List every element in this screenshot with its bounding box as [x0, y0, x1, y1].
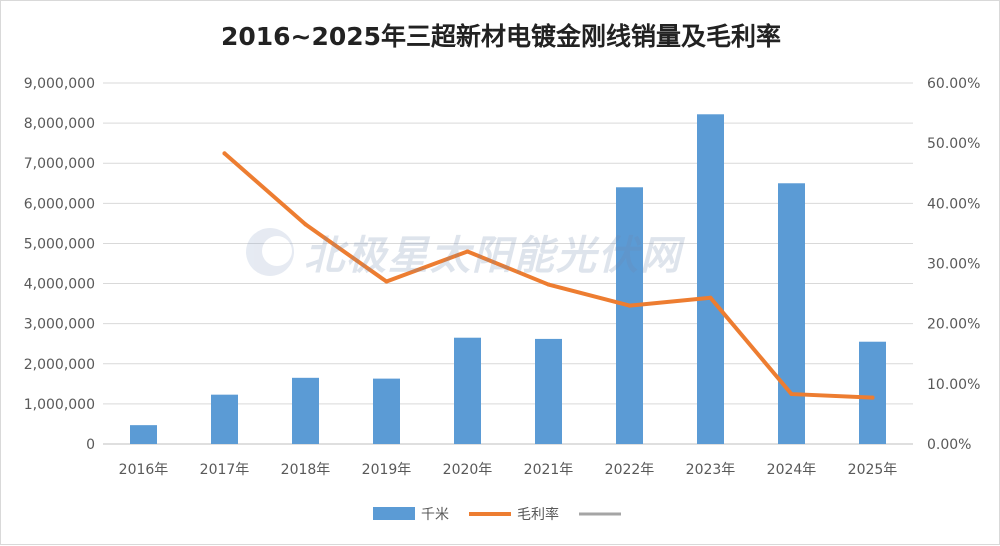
watermark: 北极星太阳能光伏网: [246, 223, 682, 281]
y-left-tick-label: 4,000,000: [24, 277, 95, 293]
x-tick-label: 2022年: [605, 462, 655, 478]
line-point: [222, 151, 227, 156]
y-right-tick-label: 0.00%: [927, 437, 971, 453]
y-left-tick-label: 7,000,000: [24, 156, 95, 172]
line-point: [546, 282, 551, 287]
legend-label: 千米: [421, 507, 449, 523]
line-point: [465, 249, 470, 254]
bar: [130, 425, 157, 444]
x-tick-label: 2016年: [119, 462, 169, 478]
x-tick-label: 2023年: [686, 462, 736, 478]
bar: [373, 378, 400, 444]
y-right-tick-label: 60.00%: [927, 76, 980, 92]
y-left-tick-label: 0: [86, 437, 95, 453]
bar: [778, 183, 805, 444]
x-tick-label: 2019年: [362, 462, 412, 478]
y-left-tick-label: 1,000,000: [24, 397, 95, 413]
y-left-tick-label: 3,000,000: [24, 317, 95, 333]
y-right-tick-label: 40.00%: [927, 196, 980, 212]
y-right-tick-label: 20.00%: [927, 317, 980, 333]
chart-title: 2016~2025年三超新材电镀金刚线销量及毛利率: [220, 22, 782, 51]
y-left-tick-label: 6,000,000: [24, 196, 95, 212]
y-left-tick-label: 8,000,000: [24, 116, 95, 132]
legend-swatch-bar: [373, 507, 415, 520]
bar: [454, 337, 481, 444]
line-point: [384, 279, 389, 284]
x-tick-label: 2018年: [281, 462, 331, 478]
line-point: [708, 295, 713, 300]
bar: [211, 394, 238, 444]
bar: [535, 338, 562, 444]
line-point: [627, 303, 632, 308]
y-right-tick-label: 50.00%: [927, 136, 980, 152]
bar: [697, 114, 724, 444]
y-left-tick-label: 9,000,000: [24, 76, 95, 92]
line-point: [789, 392, 794, 397]
x-tick-label: 2017年: [200, 462, 250, 478]
x-tick-label: 2021年: [524, 462, 574, 478]
y-left-tick-label: 5,000,000: [24, 236, 95, 252]
watermark-text: 北极星太阳能光伏网: [304, 233, 682, 279]
y-right-tick-label: 30.00%: [927, 257, 980, 273]
line-point: [303, 222, 308, 227]
bar: [616, 187, 643, 445]
legend-label: 毛利率: [517, 506, 559, 523]
watermark-logo-icon: [246, 228, 294, 276]
y-left-tick-label: 2,000,000: [24, 357, 95, 373]
x-tick-label: 2020年: [443, 462, 493, 478]
x-tick-label: 2024年: [767, 462, 817, 478]
y-right-tick-label: 10.00%: [927, 377, 980, 393]
line-point: [870, 395, 875, 400]
bar: [859, 341, 886, 444]
x-tick-label: 2025年: [848, 462, 898, 478]
bar: [292, 377, 319, 444]
